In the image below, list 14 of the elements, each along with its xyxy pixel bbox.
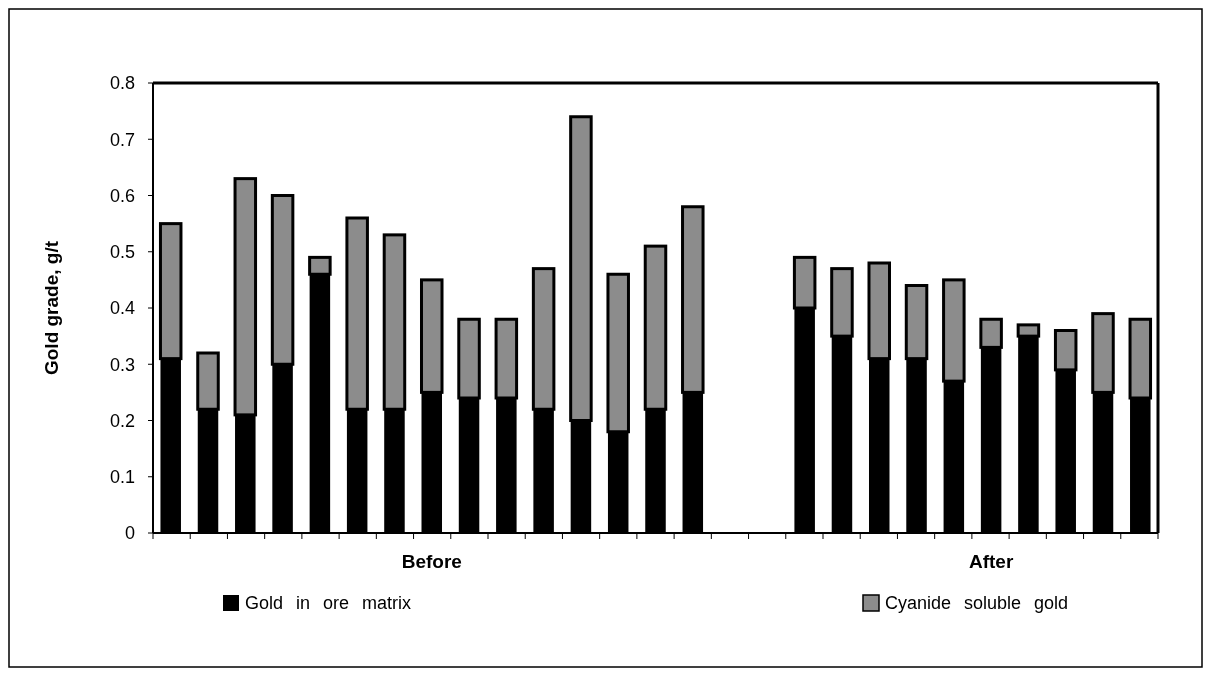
- y-tick-label: 0.7: [109, 129, 135, 150]
- y-tick-label: 0.8: [109, 73, 135, 94]
- x-tick-label: Before: [401, 551, 462, 572]
- y-tick-label: 0.2: [109, 410, 135, 431]
- y-tick-label: 0: [124, 523, 135, 544]
- legend-label: Cyanide soluble gold: [885, 593, 1069, 614]
- legend-label: Gold in ore matrix: [245, 593, 412, 614]
- y-tick-label: 0.5: [109, 242, 135, 263]
- y-axis-title: Gold grade, g/t: [41, 240, 62, 376]
- y-tick-label: 0.3: [109, 354, 135, 375]
- y-tick-label: 0.6: [109, 185, 135, 206]
- x-tick-label: After: [968, 551, 1014, 572]
- y-tick-label: 0.4: [109, 298, 135, 319]
- y-tick-label: 0.1: [109, 467, 135, 488]
